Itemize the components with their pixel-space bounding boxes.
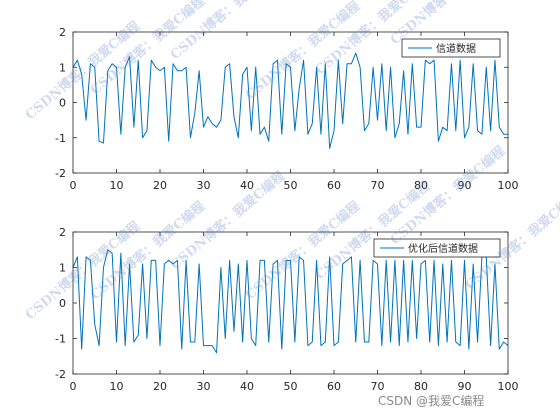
chart-channel-data: 0 10 20 30 40 50 60 70 80 90 100 -2 -1 0 1 2 信道数据 <box>55 26 518 192</box>
y-tick-label: 1 <box>59 262 66 275</box>
y-tick-label: 0 <box>59 97 66 110</box>
x-tick-label: 30 <box>197 179 211 192</box>
x-tick-label: 60 <box>327 380 341 393</box>
y-tick-label: 0 <box>59 297 66 310</box>
x-tick-label: 0 <box>70 179 77 192</box>
x-tick-label: 70 <box>371 380 385 393</box>
y-tick-label: 2 <box>59 26 66 39</box>
x-tick-label: 20 <box>153 179 167 192</box>
y-tick-label: -2 <box>55 167 66 180</box>
x-tick-label: 80 <box>414 179 428 192</box>
x-tick-label: 90 <box>458 380 472 393</box>
x-tick-label: 40 <box>240 380 254 393</box>
x-tick-label: 40 <box>240 179 254 192</box>
x-tick-label: 90 <box>458 179 472 192</box>
series-line <box>72 52 508 149</box>
y-tick-label: -1 <box>55 333 66 346</box>
series-line <box>72 249 509 354</box>
y-tick-label: -2 <box>55 368 66 381</box>
legend-box <box>373 238 501 258</box>
legend-label: 信道数据 <box>436 42 476 55</box>
legend-label: 优化后信道数据 <box>408 242 478 255</box>
x-tick-label: 10 <box>110 179 124 192</box>
x-tick-label: 50 <box>284 179 298 192</box>
x-tick-label: 20 <box>153 380 167 393</box>
x-tick-label: 30 <box>197 380 211 393</box>
y-tick-label: 2 <box>59 226 66 239</box>
y-tick-label: 1 <box>59 61 66 74</box>
csdn-credit: CSDN @我爱C编程 <box>378 393 484 408</box>
x-tick-label: 80 <box>414 380 428 393</box>
x-tick-label: 10 <box>110 380 124 393</box>
x-tick-label: 100 <box>498 380 519 393</box>
x-tick-label: 50 <box>284 380 298 393</box>
x-tick-label: 70 <box>371 179 385 192</box>
x-tick-label: 0 <box>70 380 77 393</box>
x-tick-label: 60 <box>327 179 341 192</box>
chart-optimized-channel-data: 0 10 20 30 40 50 60 70 80 90 100 -2 -1 0 1 2 优化后信道数据 <box>55 226 518 393</box>
x-tick-label: 100 <box>498 179 519 192</box>
legend-box <box>401 38 501 58</box>
y-tick-label: -1 <box>55 132 66 145</box>
